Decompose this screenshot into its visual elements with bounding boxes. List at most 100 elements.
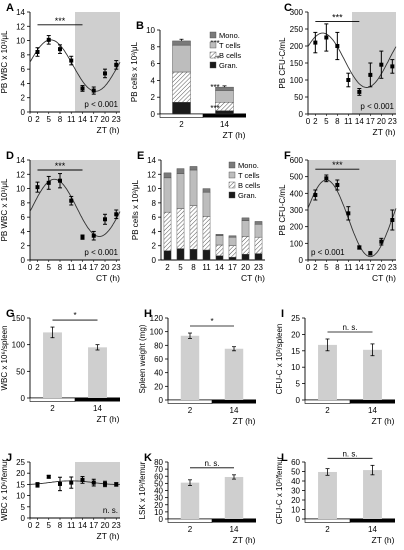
x-tick-label: 11 xyxy=(67,263,76,272)
y-tick-label: 10 xyxy=(16,37,25,46)
x-tick-label: 11 xyxy=(67,115,76,124)
x-tick-label: 14 xyxy=(355,263,364,272)
legend-label: T cells xyxy=(238,171,260,180)
bar-segment-mono xyxy=(254,221,263,225)
data-point xyxy=(80,86,85,91)
data-point xyxy=(335,183,340,187)
data-point xyxy=(46,37,51,42)
x-tick-label: 17 xyxy=(366,117,375,126)
x-tick-label: 14 xyxy=(220,120,229,129)
y-tick-label: 250 xyxy=(290,25,304,34)
x-tick-label: 2 xyxy=(50,404,55,413)
data-point xyxy=(368,251,373,256)
significance-label: *** xyxy=(55,16,66,26)
light-phase-bar xyxy=(167,399,213,404)
dark-phase-bar xyxy=(212,400,256,404)
y-tick-label: 70 xyxy=(154,465,163,474)
x-tick-label: 0 xyxy=(28,263,33,272)
x-tick-label: 14 xyxy=(78,115,87,124)
panel-C: 0 50 100 150 200 250 300 PB CFU-C/mL C 0 2 5 8 11 14 17… xyxy=(278,2,397,137)
data-point xyxy=(58,178,62,183)
y-tick-label: 100 xyxy=(12,341,26,350)
y-tick-label: 0 xyxy=(159,515,164,524)
legend-label: B cells xyxy=(219,51,241,60)
y-tick-label: 6 xyxy=(152,213,157,222)
x-tick-label: 20 xyxy=(101,263,110,272)
y-tick-label: 150 xyxy=(12,314,26,323)
significance-label: *** xyxy=(332,13,343,23)
x-tick-label: 11 xyxy=(67,521,76,530)
y-tick-label: 15 xyxy=(16,480,25,489)
p-value-label: p < 0.001 xyxy=(84,100,118,109)
x-tick-label: 20 xyxy=(101,115,110,124)
x-tick-label: 2 xyxy=(188,406,193,415)
x-tick-label: 14 xyxy=(78,263,87,272)
significance-label: *** xyxy=(332,160,343,170)
data-point xyxy=(58,47,62,52)
panel-letter: F xyxy=(284,150,291,162)
bar-segment-gran xyxy=(241,254,250,261)
x-tick-label: 2 xyxy=(325,406,330,415)
y-tick-label: 200 xyxy=(290,42,304,51)
data-point xyxy=(390,64,395,69)
panel-I: 0 5 10 15 20 25 CFU-C x 10³/spleen I 2 14 n. s. ZT … xyxy=(275,308,395,426)
x-tick-label: 8 xyxy=(58,263,63,272)
x-tick-label: 23 xyxy=(112,521,121,530)
y-tick-label: 0 xyxy=(21,394,26,403)
y-tick-label: 0 xyxy=(296,396,301,405)
data-point xyxy=(35,50,40,54)
data-point xyxy=(46,474,51,479)
bar-segment-tcells xyxy=(176,173,185,209)
y-axis-label: PB cells x 10³/μL xyxy=(130,41,139,102)
legend-swatch xyxy=(209,51,217,59)
bar-segment-gran xyxy=(189,249,198,261)
y-axis-label: LSK x 10³/femur xyxy=(138,461,147,519)
y-tick-label: 5 xyxy=(21,503,26,512)
dark-phase-shading xyxy=(352,12,396,114)
panel-letter: C xyxy=(284,2,292,14)
data-point xyxy=(357,89,362,94)
significance-label: n. s. xyxy=(342,449,357,458)
y-tick-label: 40 xyxy=(154,369,163,378)
x-axis-label: ZT (h) xyxy=(233,535,256,545)
cosinor-fit-curve xyxy=(29,178,121,237)
legend-label: Gran. xyxy=(219,61,238,70)
x-tick-label: 20 xyxy=(101,521,110,530)
x-tick-label: 2 xyxy=(179,120,184,129)
y-tick-label: 60 xyxy=(154,355,163,364)
bar-segment-mono xyxy=(189,166,198,171)
data-point xyxy=(91,233,96,238)
bar-segment-mono xyxy=(228,235,237,238)
y-tick-label: 0 xyxy=(299,110,304,119)
y-tick-label: 0 xyxy=(21,514,26,523)
bar-segment-bcells xyxy=(228,245,237,258)
y-tick-label: 20 xyxy=(154,382,163,391)
data-point xyxy=(335,44,340,48)
y-tick-label: 100 xyxy=(150,328,164,337)
light-phase-bar xyxy=(159,113,204,118)
bar-segment-tcells xyxy=(215,235,224,246)
y-tick-label: 10 xyxy=(146,26,155,35)
bar-segment-tcells xyxy=(163,177,172,213)
data-point xyxy=(357,245,362,250)
panel-letter: G xyxy=(6,308,15,320)
bar xyxy=(224,476,244,519)
y-tick-label: 20 xyxy=(154,501,163,510)
y-tick-label: 300 xyxy=(290,8,304,17)
bar-segment-tcells xyxy=(241,220,250,237)
x-tick-label: 14 xyxy=(230,406,239,415)
y-tick-label: 14 xyxy=(16,156,25,165)
y-tick-label: 12 xyxy=(16,170,25,179)
x-tick-label: 5 xyxy=(178,263,183,272)
panel-letter: D xyxy=(6,150,14,162)
data-point xyxy=(324,35,329,40)
cosinor-fit-curve xyxy=(29,39,121,92)
y-tick-label: 20 xyxy=(291,330,300,339)
x-tick-label: 14 xyxy=(78,521,87,530)
x-tick-label: 14 xyxy=(215,263,224,272)
